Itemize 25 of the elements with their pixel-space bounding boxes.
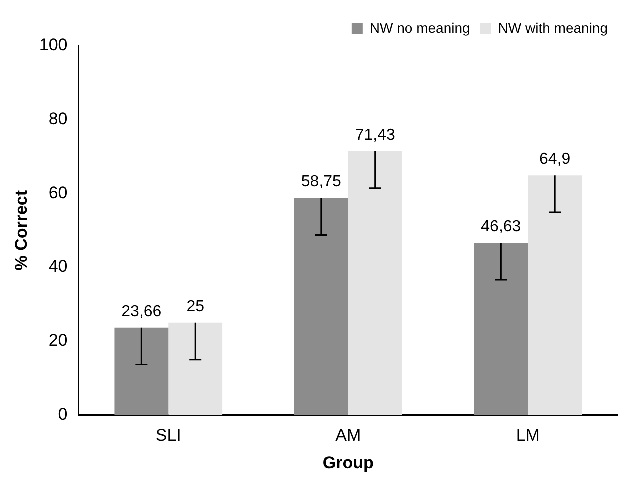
data-label: 58,75 bbox=[301, 174, 342, 191]
y-tick-label: 20 bbox=[48, 331, 68, 350]
bar bbox=[348, 151, 402, 416]
legend-label: NW with meaning bbox=[498, 20, 608, 36]
y-tick-label: 40 bbox=[48, 257, 68, 276]
x-axis-title: Group bbox=[322, 453, 374, 472]
data-label: 46,63 bbox=[481, 218, 522, 236]
bar bbox=[114, 328, 169, 416]
bar bbox=[528, 176, 582, 416]
y-tick-label: 80 bbox=[48, 110, 68, 129]
x-tick-label: SLI bbox=[156, 426, 182, 446]
y-tick-label: 100 bbox=[39, 36, 68, 55]
y-tick-label: 0 bbox=[58, 404, 68, 424]
bar bbox=[294, 198, 348, 416]
legend-label: NW no meaning bbox=[370, 20, 470, 36]
data-label: 25 bbox=[186, 298, 205, 316]
data-label: 64,9 bbox=[540, 150, 571, 168]
data-label: 71,43 bbox=[355, 126, 396, 144]
y-axis-title: % Correct bbox=[12, 190, 31, 271]
bar bbox=[168, 322, 223, 416]
bar bbox=[474, 243, 528, 416]
x-tick-label: AM bbox=[336, 426, 362, 446]
y-tick-label: 60 bbox=[48, 183, 68, 202]
data-label: 23,66 bbox=[122, 303, 162, 320]
x-tick-label: LM bbox=[516, 426, 540, 446]
